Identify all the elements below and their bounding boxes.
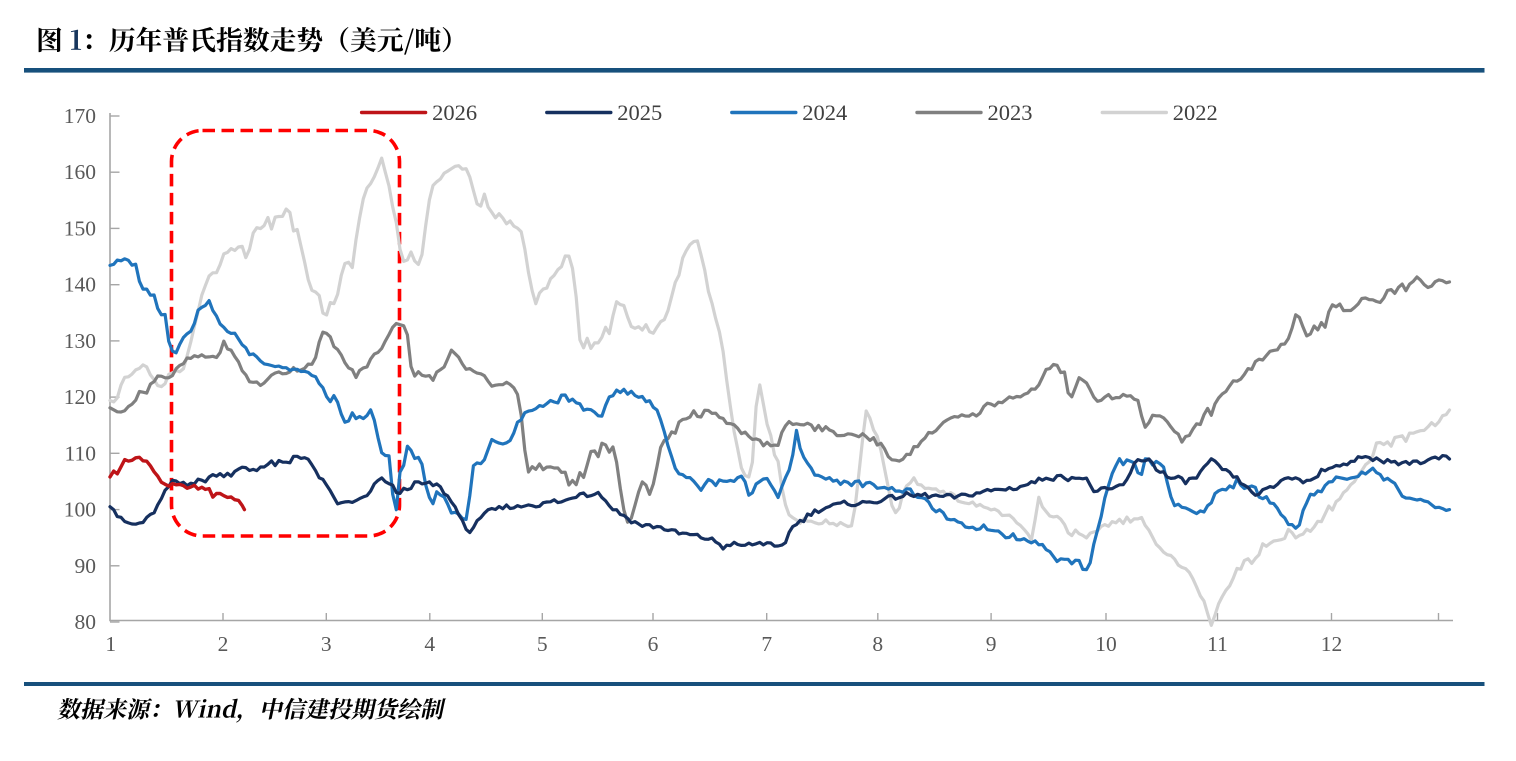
svg-text:2025: 2025 (617, 100, 662, 125)
svg-text:170: 170 (64, 104, 96, 128)
svg-text:80: 80 (75, 610, 97, 634)
svg-text:12: 12 (1321, 632, 1343, 656)
svg-text:6: 6 (648, 632, 659, 656)
svg-text:2026: 2026 (432, 100, 477, 125)
svg-text:4: 4 (424, 632, 435, 656)
svg-text:2024: 2024 (802, 100, 847, 125)
svg-text:2023: 2023 (988, 100, 1033, 125)
svg-text:110: 110 (65, 441, 96, 465)
svg-text:3: 3 (321, 632, 332, 656)
svg-text:140: 140 (64, 273, 96, 297)
svg-text:90: 90 (75, 554, 97, 578)
svg-text:150: 150 (64, 216, 96, 240)
svg-text:100: 100 (64, 498, 96, 522)
svg-text:5: 5 (537, 632, 548, 656)
svg-text:11: 11 (1207, 632, 1228, 656)
svg-text:160: 160 (64, 160, 96, 184)
svg-text:120: 120 (64, 385, 96, 409)
svg-text:130: 130 (64, 329, 96, 353)
svg-text:1: 1 (105, 632, 116, 656)
svg-text:9: 9 (986, 632, 997, 656)
svg-text:2022: 2022 (1173, 100, 1218, 125)
svg-text:8: 8 (872, 632, 883, 656)
svg-text:10: 10 (1095, 632, 1117, 656)
svg-text:2: 2 (218, 632, 229, 656)
svg-text:7: 7 (761, 632, 772, 656)
